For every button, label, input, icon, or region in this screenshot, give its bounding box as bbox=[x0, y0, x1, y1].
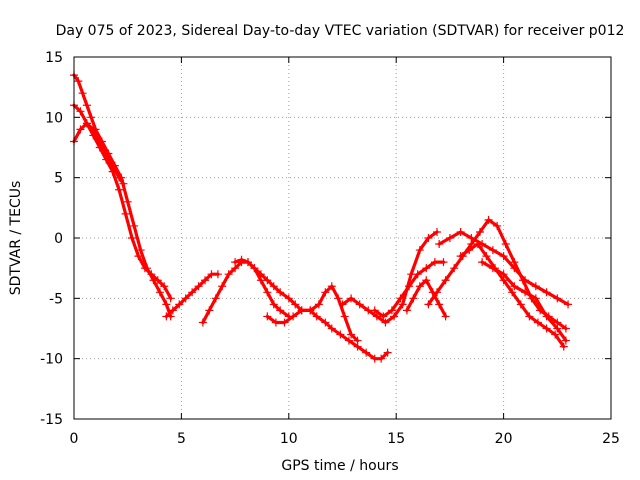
grid-layer bbox=[74, 57, 611, 419]
data-point bbox=[79, 89, 87, 97]
chart-title: Day 075 of 2023, Sidereal Day-to-day VTE… bbox=[56, 23, 625, 39]
series-line bbox=[74, 105, 171, 298]
y-tick-label: -5 bbox=[49, 291, 63, 307]
series-track-4 bbox=[162, 270, 222, 320]
x-tick-label: 20 bbox=[495, 431, 513, 447]
series-line bbox=[203, 262, 289, 322]
x-tick-label: 25 bbox=[602, 431, 620, 447]
data-point bbox=[439, 258, 447, 266]
series-layer bbox=[70, 71, 572, 363]
data-point bbox=[115, 186, 123, 194]
data-point bbox=[124, 198, 132, 206]
chart: 0 5 10 15 20 25 15 10 5 0 -5 -10 -15 Day 075 of 2023… bbox=[0, 0, 640, 480]
y-tick-label: -15 bbox=[40, 412, 63, 428]
x-tick-label: 15 bbox=[387, 431, 405, 447]
x-axis-label: GPS time / hours bbox=[281, 458, 398, 474]
data-point bbox=[130, 222, 138, 230]
y-axis-label: SDTVAR / TECUs bbox=[8, 181, 24, 296]
x-tick-label: 5 bbox=[177, 431, 186, 447]
data-point bbox=[83, 101, 91, 109]
series-track-14 bbox=[478, 258, 570, 344]
series-track-3 bbox=[70, 101, 175, 302]
y-tick-label: 10 bbox=[45, 110, 63, 126]
y-tick-label: -10 bbox=[40, 352, 63, 368]
data-point bbox=[122, 210, 130, 218]
series-line bbox=[343, 232, 438, 323]
tick-layer: 0 5 10 15 20 25 15 10 5 0 -5 -10 -15 bbox=[40, 50, 620, 447]
y-tick-label: 5 bbox=[54, 171, 63, 187]
data-point bbox=[128, 234, 136, 242]
y-tick-label: 0 bbox=[54, 231, 63, 247]
x-tick-label: 10 bbox=[280, 431, 298, 447]
data-point bbox=[214, 270, 222, 278]
x-tick-label: 0 bbox=[70, 431, 79, 447]
data-point bbox=[87, 113, 95, 121]
y-tick-label: 15 bbox=[45, 50, 63, 66]
data-point bbox=[341, 312, 349, 320]
series-track-9 bbox=[371, 258, 448, 320]
